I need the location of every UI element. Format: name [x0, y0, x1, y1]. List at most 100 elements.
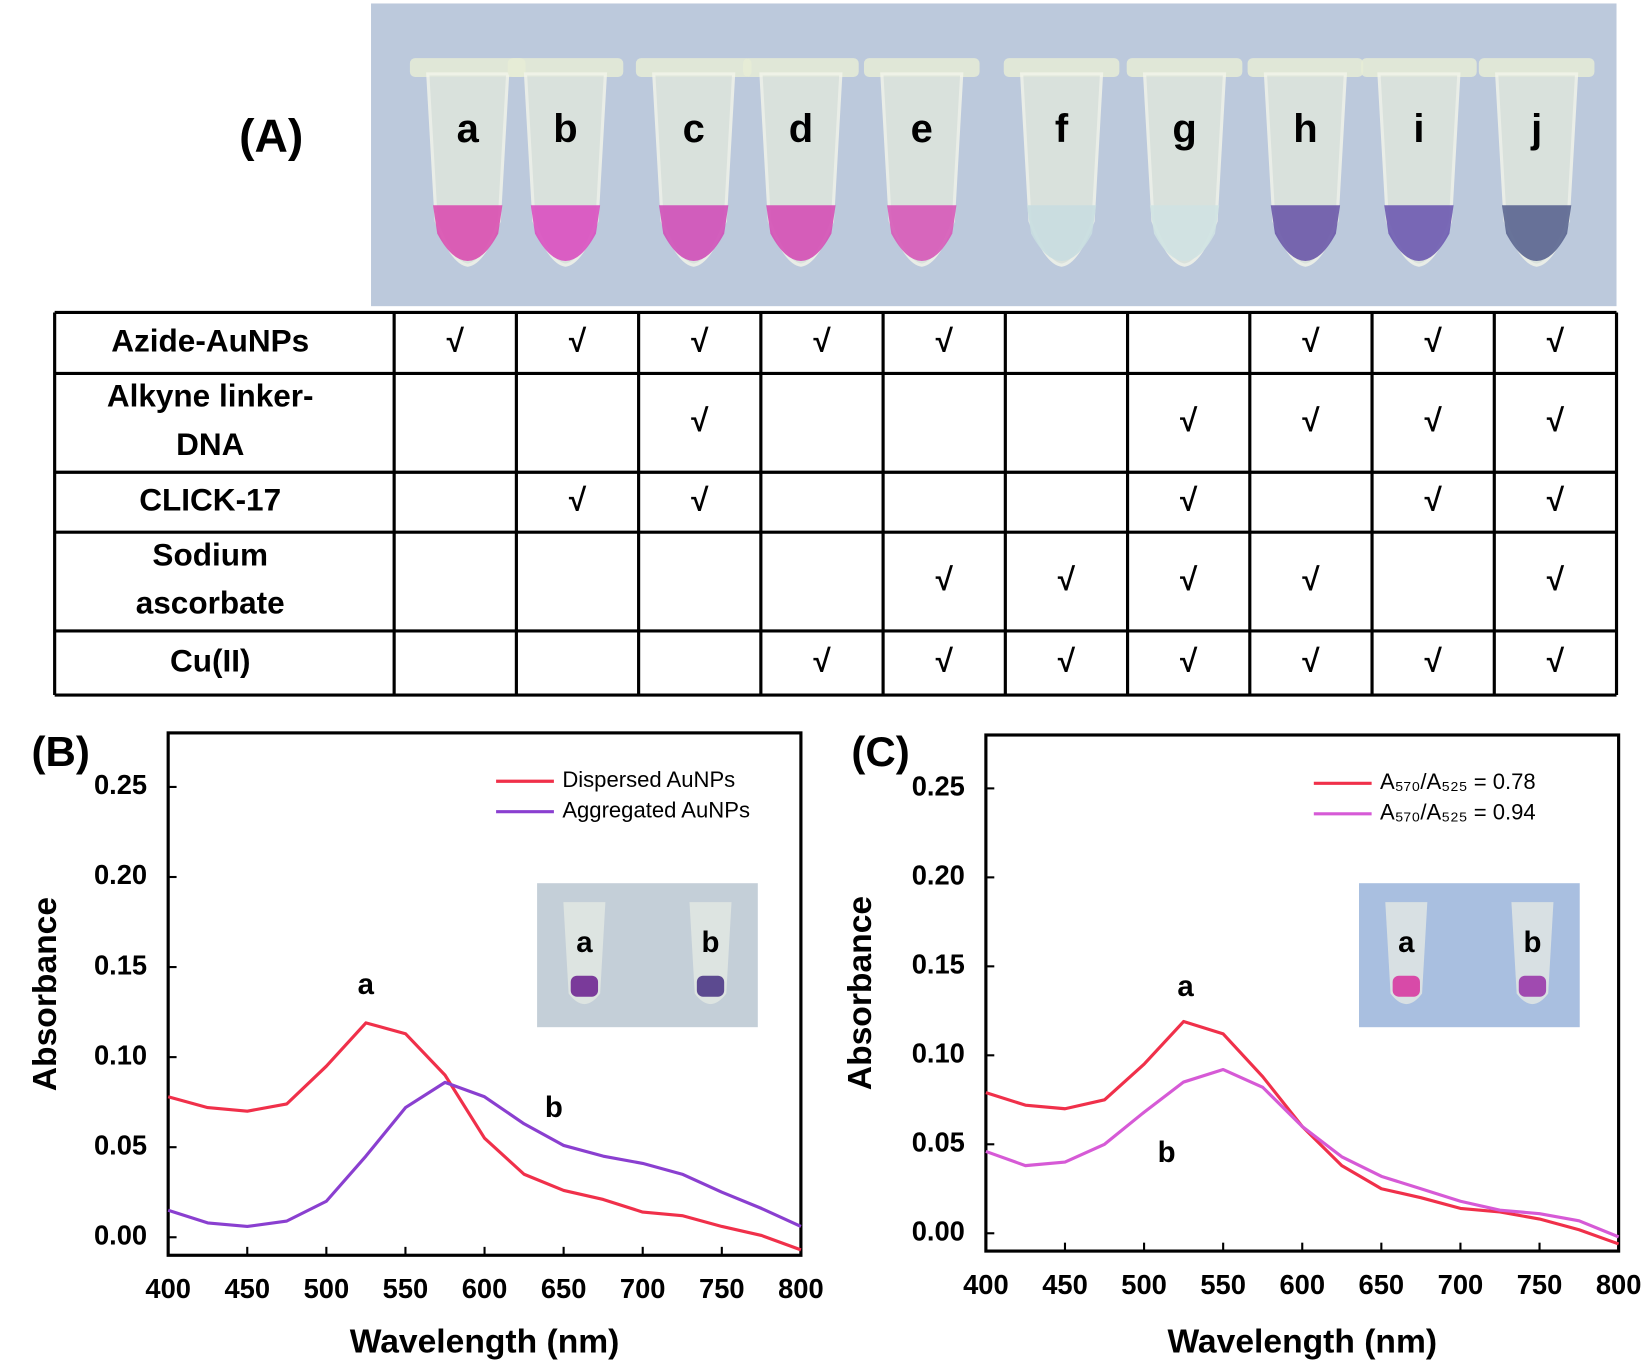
check: √	[1180, 561, 1198, 597]
y-tick-label: 0.05	[94, 1129, 147, 1160]
x-tick-label: 400	[145, 1273, 191, 1304]
inset-label: b	[1523, 926, 1541, 959]
x-tick-label: 750	[699, 1273, 745, 1304]
x-tick-label: 600	[462, 1273, 508, 1304]
check: √	[1058, 642, 1076, 678]
tube-label: d	[789, 107, 813, 151]
data-line	[985, 1067, 1620, 1239]
curve-label: a	[1177, 970, 1194, 1003]
legend-label: A₅₇₀/A₅₂₅ = 0.78	[1380, 769, 1536, 794]
check: √	[691, 402, 709, 438]
check: √	[936, 322, 954, 358]
check: √	[1425, 482, 1443, 518]
y-tick-label: 0.00	[94, 1219, 147, 1250]
row-label: Cu(II)	[170, 642, 251, 678]
row-label: Sodium ascorbate	[136, 537, 285, 621]
tube-label: h	[1293, 107, 1317, 151]
x-tick-label: 700	[1438, 1269, 1484, 1300]
check: √	[1547, 642, 1565, 678]
row-label: Alkyne linker-DNA	[107, 378, 314, 462]
inset-label: b	[702, 926, 720, 959]
tube-liquid	[433, 205, 503, 261]
check: √	[1302, 322, 1320, 358]
check: √	[1547, 402, 1565, 438]
x-tick-label: 450	[224, 1273, 270, 1304]
inset-liquid	[570, 975, 599, 997]
check: √	[447, 322, 465, 358]
x-tick-label: 750	[1517, 1269, 1563, 1300]
row-label: Azide-AuNPs	[111, 322, 309, 358]
x-tick-label: 650	[541, 1273, 587, 1304]
tube-liquid	[1149, 205, 1220, 261]
tube-liquid	[1270, 205, 1341, 261]
data-line	[167, 1080, 802, 1229]
tube-liquid	[887, 205, 957, 261]
y-tick-label: 0.15	[94, 949, 147, 980]
curve-label: b	[545, 1091, 563, 1124]
y-axis-label: Absorbance	[842, 896, 879, 1090]
inset-label: a	[1398, 926, 1415, 959]
x-tick-label: 650	[1359, 1269, 1405, 1300]
tube-liquid	[1026, 205, 1097, 261]
y-tick-label: 0.00	[912, 1215, 965, 1246]
x-axis-label: Wavelength (nm)	[1167, 1323, 1437, 1360]
y-axis-label: Absorbance	[27, 897, 64, 1091]
data-line	[167, 1021, 802, 1252]
check: √	[1180, 482, 1198, 518]
tube-liquid	[1384, 205, 1454, 261]
inset-liquid	[696, 975, 725, 997]
x-tick-label: 600	[1279, 1269, 1325, 1300]
curve-label: b	[1158, 1136, 1176, 1169]
tube-label: j	[1530, 107, 1542, 151]
row-label: CLICK-17	[139, 482, 281, 518]
data-line	[985, 1019, 1620, 1246]
y-tick-label: 0.25	[94, 769, 147, 800]
x-tick-label: 800	[778, 1273, 824, 1304]
check: √	[936, 561, 954, 597]
tube-label: e	[911, 107, 933, 151]
tube-label: c	[683, 107, 705, 151]
x-axis-label: Wavelength (nm)	[350, 1323, 620, 1360]
check: √	[813, 322, 831, 358]
tube-label: i	[1413, 107, 1424, 151]
y-tick-label: 0.05	[912, 1127, 965, 1158]
check: √	[691, 322, 709, 358]
check: √	[1425, 642, 1443, 678]
legend-label: A₅₇₀/A₅₂₅ = 0.94	[1380, 800, 1536, 825]
check: √	[1058, 561, 1076, 597]
inset-liquid	[1392, 975, 1420, 997]
check: √	[1302, 402, 1320, 438]
check: √	[1547, 482, 1565, 518]
check: √	[1180, 642, 1198, 678]
y-tick-label: 0.15	[912, 949, 965, 980]
y-tick-label: 0.10	[912, 1038, 965, 1069]
panel-label: (C)	[851, 728, 909, 775]
y-tick-label: 0.20	[912, 860, 965, 891]
tube-liquid	[1501, 205, 1572, 261]
tube-label: b	[553, 107, 577, 151]
check: √	[1547, 322, 1565, 358]
tube-label: a	[457, 107, 480, 151]
check: √	[1547, 561, 1565, 597]
tube-label: g	[1172, 107, 1196, 151]
inset-liquid	[1518, 975, 1547, 997]
x-tick-label: 550	[383, 1273, 429, 1304]
curve-label: a	[358, 968, 375, 1001]
x-tick-label: 500	[304, 1273, 350, 1304]
check: √	[813, 642, 831, 678]
tube-liquid	[530, 205, 601, 261]
x-tick-label: 800	[1596, 1269, 1642, 1300]
legend-label: Aggregated AuNPs	[562, 798, 750, 823]
check: √	[569, 482, 587, 518]
legend-label: Dispersed AuNPs	[562, 767, 735, 792]
x-tick-label: 400	[963, 1269, 1009, 1300]
check: √	[1180, 402, 1198, 438]
y-tick-label: 0.20	[94, 859, 147, 890]
tube-label: f	[1055, 107, 1069, 151]
x-tick-label: 550	[1200, 1269, 1246, 1300]
y-tick-label: 0.25	[912, 771, 965, 802]
x-tick-label: 450	[1042, 1269, 1088, 1300]
check: √	[569, 322, 587, 358]
